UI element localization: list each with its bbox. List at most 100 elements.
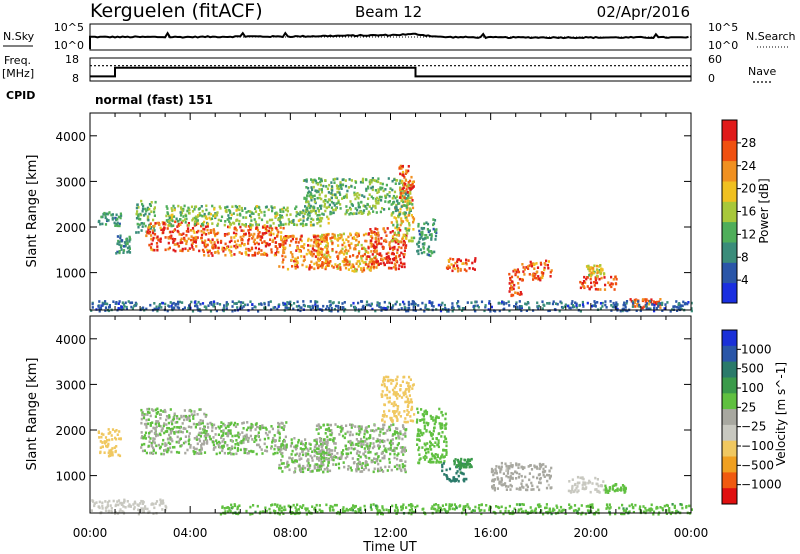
range-cell xyxy=(198,249,201,253)
range-cell xyxy=(227,245,230,248)
range-cell xyxy=(242,229,245,233)
range-cell xyxy=(518,463,521,466)
range-cell xyxy=(470,457,473,461)
range-cell xyxy=(425,456,428,459)
range-cell xyxy=(567,489,570,493)
range-cell xyxy=(508,304,511,307)
range-cell xyxy=(406,413,409,416)
range-cell xyxy=(348,213,351,216)
range-cell xyxy=(612,301,615,305)
range-cell xyxy=(196,230,199,234)
range-cell xyxy=(178,222,181,226)
range-cell xyxy=(542,271,545,275)
range-cell xyxy=(379,210,382,214)
range-cell xyxy=(311,254,314,258)
range-cell xyxy=(536,266,540,269)
range-cell xyxy=(392,252,395,256)
range-cell xyxy=(468,465,471,469)
range-cell xyxy=(423,427,426,430)
range-cell xyxy=(234,226,237,230)
range-cell xyxy=(286,209,289,213)
range-cell xyxy=(408,386,411,390)
range-cell xyxy=(379,459,382,463)
range-cell xyxy=(355,231,358,235)
range-cell xyxy=(144,212,147,216)
range-cell xyxy=(187,306,190,310)
range-cell xyxy=(514,291,517,294)
range-cell xyxy=(188,438,191,441)
range-cell xyxy=(142,436,145,439)
range-cell xyxy=(615,277,618,281)
range-cell xyxy=(624,304,627,307)
range-cell xyxy=(206,440,209,444)
range-cell xyxy=(392,423,395,426)
range-cell xyxy=(492,473,495,477)
range-cell xyxy=(393,190,397,194)
range-cell xyxy=(234,204,237,208)
range-cell xyxy=(168,221,171,225)
range-cell xyxy=(368,182,372,186)
range-cell xyxy=(203,435,206,438)
power-colorbar-label: 8 xyxy=(741,250,749,264)
range-cell xyxy=(192,417,195,420)
range-cell xyxy=(344,248,348,252)
range-cell xyxy=(324,441,327,444)
range-cell xyxy=(367,232,370,235)
range-cell xyxy=(301,450,304,453)
range-cell xyxy=(232,231,236,235)
range-cell xyxy=(300,440,303,443)
range-cell xyxy=(211,426,214,429)
range-cell xyxy=(690,301,693,305)
range-cell xyxy=(373,250,376,253)
range-cell xyxy=(337,462,340,466)
range-cell xyxy=(236,218,239,222)
range-cell xyxy=(542,473,545,477)
range-cell xyxy=(182,441,186,445)
range-cell xyxy=(582,280,586,283)
range-cell xyxy=(316,253,319,257)
range-cell xyxy=(356,195,359,198)
range-cell xyxy=(424,306,427,309)
range-cell xyxy=(201,442,204,446)
range-cell xyxy=(310,193,313,196)
range-cell xyxy=(533,274,536,278)
range-cell xyxy=(633,301,636,305)
range-cell xyxy=(326,448,329,452)
range-cell xyxy=(313,464,316,468)
range-cell xyxy=(424,409,427,413)
range-cell xyxy=(423,242,426,245)
range-cell xyxy=(516,275,519,279)
range-cell xyxy=(230,239,233,243)
range-cell xyxy=(142,510,145,513)
range-cell xyxy=(298,213,301,216)
range-cell xyxy=(247,239,250,242)
range-cell xyxy=(496,478,499,481)
range-cell xyxy=(331,236,334,239)
range-cell xyxy=(378,195,381,199)
range-cell xyxy=(495,505,498,508)
range-cell xyxy=(188,414,191,418)
range-cell xyxy=(319,235,322,238)
range-cell xyxy=(207,238,210,241)
range-cell xyxy=(370,186,373,190)
range-cell xyxy=(211,429,214,433)
range-cell xyxy=(319,224,322,228)
range-cell xyxy=(466,460,469,464)
range-cell xyxy=(431,460,434,464)
range-cell xyxy=(195,435,198,439)
range-cell xyxy=(248,237,251,241)
range-cell xyxy=(297,219,300,222)
range-cell xyxy=(277,448,280,451)
range-cell xyxy=(171,307,174,310)
range-cell xyxy=(582,481,585,484)
range-cell xyxy=(151,421,154,424)
range-cell xyxy=(337,301,340,304)
range-cell xyxy=(161,221,164,224)
range-cell xyxy=(106,302,109,306)
range-cell xyxy=(542,463,545,466)
range-cell xyxy=(144,507,147,510)
range-cell xyxy=(395,410,398,413)
range-cell xyxy=(329,449,332,452)
range-cell xyxy=(363,195,366,199)
range-cell xyxy=(412,220,415,224)
